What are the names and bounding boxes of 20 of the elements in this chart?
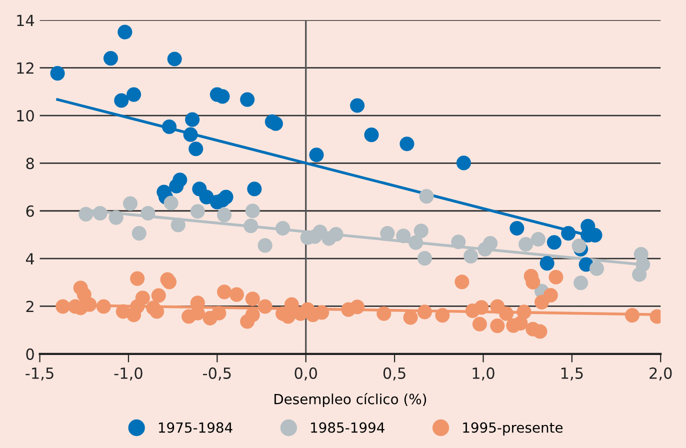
y-tick-label: 4	[26, 253, 34, 264]
y-tick-label: 14	[17, 14, 34, 26]
y-tick-label: 6	[26, 205, 34, 217]
x-tick-label: 1,0	[472, 367, 494, 380]
y-tick-label: 0	[26, 348, 34, 360]
x-tick-label: 2,0	[650, 367, 672, 380]
legend-label: 1995-presente	[463, 422, 563, 436]
y-tick-label: 10	[17, 110, 34, 122]
y-tick-label: 8	[26, 158, 34, 170]
legend-label: 1985-1994	[311, 422, 384, 433]
x-tick-label: 0,5	[383, 367, 406, 380]
x-tick-label: -1,5	[26, 368, 54, 380]
y-tick-label: 12	[17, 62, 34, 74]
x-tick-label: 0,0	[294, 367, 317, 380]
x-tick-label: -0,5	[203, 367, 231, 380]
legend-label: 1975-1984	[158, 422, 232, 433]
x-tick-label: 1,5	[561, 368, 583, 380]
x-axis-title: Desempleo cíclico (%)	[274, 393, 426, 408]
y-tick-label: 2	[26, 300, 34, 312]
x-tick-label: -1,0	[114, 367, 142, 380]
